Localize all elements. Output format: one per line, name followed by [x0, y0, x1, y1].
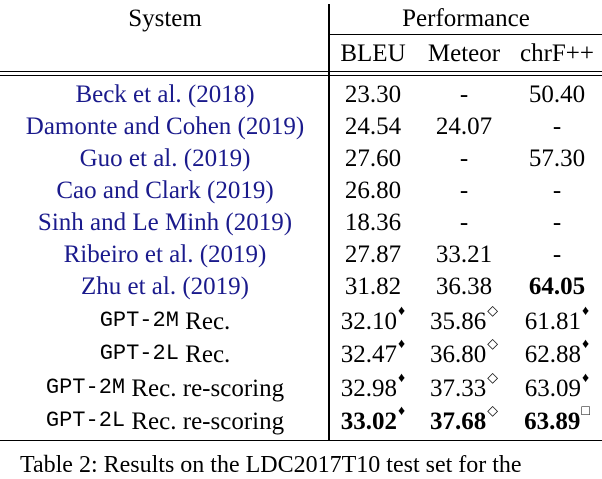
row-bleu: 33.02 ♦ — [340, 404, 406, 435]
row-bleu: 32.47 ♦ — [340, 337, 406, 368]
significance-mark: ♦ — [582, 337, 590, 352]
row-chrf: 64.05 — [528, 272, 586, 300]
row-bleu: 32.98 ♦ — [340, 371, 406, 402]
row-system: GPT-2L Rec. — [99, 340, 231, 368]
row-chrf: 63.09 ♦ — [524, 371, 590, 402]
row-bleu: 27.87 — [344, 240, 402, 268]
results-table: System Performance BLEU Meteor chrF++ Be… — [0, 4, 602, 441]
table-bottom-rule — [0, 440, 602, 441]
row-system: Zhu et al. (2019) — [80, 272, 249, 300]
significance-mark: □ — [581, 404, 590, 419]
significance-mark: ♦ — [582, 304, 590, 319]
significance-mark: ◇ — [487, 304, 499, 319]
row-bleu: 32.10 ♦ — [340, 304, 406, 335]
row-chrf: 61.81 ♦ — [524, 304, 590, 335]
significance-mark: ♦ — [398, 371, 406, 386]
row-meteor: - — [459, 80, 469, 108]
header-rule-top — [0, 71, 602, 72]
row-system: Cao and Clark (2019) — [56, 176, 274, 204]
row-chrf: - — [552, 112, 562, 140]
row-bleu: 31.82 — [344, 272, 402, 300]
row-bleu: 24.54 — [344, 112, 402, 140]
row-meteor: 33.21 — [435, 240, 493, 268]
citation-year-link[interactable]: 2018 — [196, 80, 247, 108]
row-meteor: 37.33 ◇ — [429, 371, 499, 402]
header-performance: Performance — [402, 4, 530, 32]
significance-mark: ♦ — [398, 337, 406, 352]
significance-mark: ◇ — [487, 371, 499, 386]
citation-year-link[interactable]: 2019 — [245, 112, 296, 140]
row-bleu: 23.30 — [344, 80, 402, 108]
row-chrf: - — [552, 176, 562, 204]
row-meteor: - — [459, 176, 469, 204]
row-chrf: 57.30 — [528, 144, 586, 172]
header-rule-bottom — [0, 75, 602, 76]
table-caption: Table 2: Results on the LDC2017T10 test … — [20, 452, 522, 478]
row-bleu: 27.60 — [344, 144, 402, 172]
row-chrf: 50.40 — [528, 80, 586, 108]
row-bleu: 18.36 — [344, 208, 402, 236]
row-system: GPT-2L Rec. re-scoring — [45, 407, 285, 435]
significance-mark: ♦ — [582, 371, 590, 386]
header-meteor: Meteor — [427, 39, 501, 67]
citation-year-link[interactable]: 2019 — [233, 208, 284, 236]
citation-year-link[interactable]: 2019 — [190, 272, 241, 300]
significance-mark: ◇ — [487, 404, 499, 419]
header-chrf: chrF++ — [519, 39, 595, 67]
row-meteor: 37.68 ◇ — [429, 404, 499, 435]
significance-mark: ♦ — [398, 404, 406, 419]
row-meteor: - — [459, 208, 469, 236]
row-meteor: 24.07 — [435, 112, 493, 140]
row-system: GPT-2M Rec. re-scoring — [45, 374, 285, 402]
row-system: Damonte and Cohen (2019) — [25, 112, 305, 140]
citation-year-link[interactable]: 2019 — [215, 176, 266, 204]
row-system: Beck et al. (2018) — [75, 80, 255, 108]
row-meteor: 36.38 — [435, 272, 493, 300]
row-system: Ribeiro et al. (2019) — [63, 240, 267, 268]
header-bleu: BLEU — [340, 39, 406, 67]
significance-mark: ◇ — [487, 337, 499, 352]
header-system: System — [128, 4, 202, 32]
row-meteor: 36.80 ◇ — [429, 337, 499, 368]
significance-mark: ♦ — [398, 304, 406, 319]
column-separator — [328, 4, 330, 440]
row-chrf: - — [552, 240, 562, 268]
row-meteor: - — [459, 144, 469, 172]
row-meteor: 35.86 ◇ — [429, 304, 499, 335]
row-system: GPT-2M Rec. — [99, 307, 231, 335]
citation-year-link[interactable]: 2019 — [192, 144, 243, 172]
row-chrf: 63.89 □ — [524, 404, 590, 435]
citation-year-link[interactable]: 2019 — [208, 240, 259, 268]
row-chrf: - — [552, 208, 562, 236]
row-bleu: 26.80 — [344, 176, 402, 204]
performance-rule — [330, 34, 602, 35]
row-system: Sinh and Le Minh (2019) — [37, 208, 293, 236]
row-chrf: 62.88 ♦ — [524, 337, 590, 368]
row-system: Guo et al. (2019) — [79, 144, 251, 172]
